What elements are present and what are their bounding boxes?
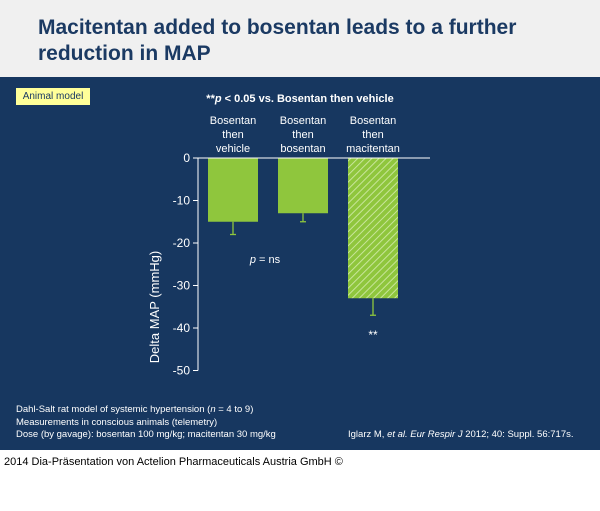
copyright-footer: 2014 Dia-Präsentation von Actelion Pharm… <box>4 456 343 468</box>
bar <box>278 158 328 214</box>
citation: Iglarz M, et al. Eur Respir J 2012; 40: … <box>348 429 574 440</box>
chart-title-rest: < 0.05 vs. Bosentan then vehicle <box>222 93 394 105</box>
category-labels: Bosentan then vehicle Bosentan then bosentan B… <box>210 115 400 155</box>
category-label: Bosentan then vehicle <box>210 115 256 155</box>
annotation-ns-text: = ns <box>256 254 281 266</box>
y-tick-label: 0 <box>183 151 190 165</box>
category-label: Bosentan then bosentan <box>280 115 326 155</box>
annotation-ns-p: p <box>249 254 256 266</box>
citation-journal: Eur Respir J <box>407 429 463 440</box>
y-tick-label: -10 <box>173 194 191 208</box>
title-line-2: reduction in MAP <box>38 42 211 65</box>
y-tick-label: -50 <box>173 364 191 378</box>
note-line-1-a: Dahl-Salt rat model of systemic hyperten… <box>16 404 211 415</box>
y-tick-label: -20 <box>173 236 191 250</box>
animal-model-badge: Animal model <box>16 88 90 105</box>
annotation-significance: ** <box>368 328 378 342</box>
title-line-1: Macitentan added to bosentan leads to a … <box>38 16 517 39</box>
bars <box>208 158 398 299</box>
bar <box>208 158 258 222</box>
y-tick-label: -40 <box>173 321 191 335</box>
note-line-1-n: n <box>210 404 216 415</box>
error-bars <box>230 213 376 316</box>
chart-title-marker: ** <box>206 93 215 105</box>
y-tick-label: -30 <box>173 279 191 293</box>
y-axis-label: Delta MAP (mmHg) <box>147 251 162 363</box>
annotation-ns: p = ns <box>249 254 281 266</box>
slide-title: Macitentan added to bosentan leads to a … <box>38 15 578 67</box>
category-label: Bosentan then macitentan <box>346 115 400 155</box>
citation-rest: 2012; 40: Suppl. 56:717s. <box>462 429 574 440</box>
citation-etal: et al. <box>387 429 408 440</box>
bar <box>348 158 398 299</box>
note-line-2: Measurements in conscious animals (telem… <box>16 416 218 428</box>
chart-title-p: p <box>214 93 222 105</box>
note-line-1: Dahl-Salt rat model of systemic hyperten… <box>16 404 276 417</box>
citation-authors: Iglarz M, <box>348 429 388 440</box>
y-axis: 0 -10 -20 -30 -40 -50 <box>173 151 430 378</box>
study-notes: Dahl-Salt rat model of systemic hyperten… <box>16 404 276 442</box>
chart-title: **p < 0.05 vs. Bosentan then vehicle <box>206 93 393 105</box>
bar-chart: **p < 0.05 vs. Bosentan then vehicle Bos… <box>147 93 430 378</box>
header-band: Macitentan added to bosentan leads to a … <box>0 0 600 77</box>
note-line-3: Dose (by gavage): bosentan 100 mg/kg; ma… <box>16 429 276 440</box>
chart-panel <box>0 77 600 450</box>
note-line-1-b: = 4 to 9) <box>215 404 254 415</box>
